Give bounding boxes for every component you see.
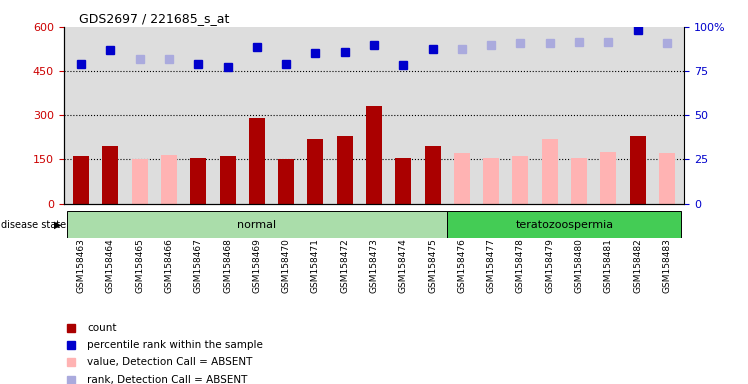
Text: GSM158463: GSM158463 xyxy=(76,238,86,293)
Text: GSM158480: GSM158480 xyxy=(574,238,583,293)
Bar xyxy=(278,159,294,204)
Text: GSM158465: GSM158465 xyxy=(135,238,144,293)
Text: GSM158468: GSM158468 xyxy=(223,238,232,293)
Text: GSM158470: GSM158470 xyxy=(282,238,291,293)
Text: percentile rank within the sample: percentile rank within the sample xyxy=(88,340,263,350)
Text: normal: normal xyxy=(237,220,277,230)
Bar xyxy=(425,146,441,204)
Text: GSM158476: GSM158476 xyxy=(457,238,466,293)
Bar xyxy=(132,159,148,204)
Bar xyxy=(73,156,89,204)
Bar xyxy=(102,146,118,204)
Text: count: count xyxy=(88,323,117,333)
Text: GSM158466: GSM158466 xyxy=(165,238,174,293)
Text: GSM158478: GSM158478 xyxy=(516,238,525,293)
Text: GSM158464: GSM158464 xyxy=(106,238,115,293)
Text: GSM158483: GSM158483 xyxy=(662,238,672,293)
Bar xyxy=(542,139,558,204)
Text: value, Detection Call = ABSENT: value, Detection Call = ABSENT xyxy=(88,358,253,367)
Text: GSM158477: GSM158477 xyxy=(487,238,496,293)
Text: rank, Detection Call = ABSENT: rank, Detection Call = ABSENT xyxy=(88,374,248,384)
Text: GSM158469: GSM158469 xyxy=(252,238,261,293)
Text: GSM158472: GSM158472 xyxy=(340,238,349,293)
Bar xyxy=(571,158,587,204)
Bar xyxy=(366,106,382,204)
Bar xyxy=(447,211,681,238)
Text: teratozoospermia: teratozoospermia xyxy=(515,220,613,230)
Bar xyxy=(190,158,206,204)
Text: GSM158479: GSM158479 xyxy=(545,238,554,293)
Bar xyxy=(67,211,447,238)
Bar xyxy=(454,154,470,204)
Text: GSM158482: GSM158482 xyxy=(633,238,642,293)
Bar xyxy=(630,136,646,204)
Text: GSM158467: GSM158467 xyxy=(194,238,203,293)
Bar xyxy=(161,155,177,204)
Bar xyxy=(249,118,265,204)
Text: GSM158475: GSM158475 xyxy=(428,238,437,293)
Text: GSM158473: GSM158473 xyxy=(370,238,378,293)
Text: ▶: ▶ xyxy=(54,220,61,230)
Bar xyxy=(395,158,411,204)
Text: GSM158481: GSM158481 xyxy=(604,238,613,293)
Text: GSM158471: GSM158471 xyxy=(311,238,320,293)
Bar xyxy=(219,156,236,204)
Bar xyxy=(659,154,675,204)
Text: GDS2697 / 221685_s_at: GDS2697 / 221685_s_at xyxy=(79,12,229,25)
Bar xyxy=(512,156,529,204)
Bar xyxy=(600,152,616,204)
Bar xyxy=(483,158,499,204)
Bar xyxy=(307,139,323,204)
Bar xyxy=(337,136,353,204)
Text: disease state: disease state xyxy=(1,220,66,230)
Text: GSM158474: GSM158474 xyxy=(399,238,408,293)
